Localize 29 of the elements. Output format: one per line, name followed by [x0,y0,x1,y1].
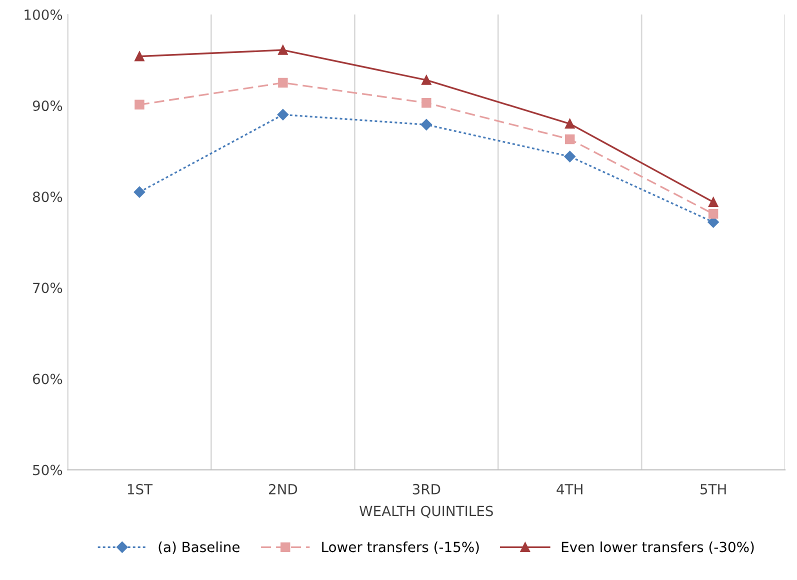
point [278,78,288,88]
y-tick-label: 70% [33,282,62,294]
point [134,100,144,110]
y-tick-label: 80% [32,192,62,202]
legend-label: Lower transfers (-15%) [322,541,479,554]
x-tick-label: 5TH [700,484,726,494]
point [708,197,718,207]
point [564,118,575,129]
x-tick-label: 4TH [556,484,582,494]
y-tick-label: 90% [32,100,62,112]
x-tick-label: 3RD [412,484,440,494]
point [278,45,288,55]
y-tick-label: 100% [24,9,62,20]
point [277,109,289,120]
x-tick-label: 2ND [268,484,298,494]
x-axis-title: WEALTH QUINTILES [360,506,493,518]
legend-label: (a) Baseline [158,541,240,554]
point [422,98,432,108]
point [420,119,432,130]
point [564,134,575,144]
x-tick-label: 1ST [128,484,153,494]
point [134,52,144,62]
point [422,75,432,85]
point [134,186,146,198]
point [564,150,576,162]
point [708,209,718,219]
y-tick-label: 50% [33,464,62,476]
legend-label: Even lower transfers (-30%) [562,541,754,554]
y-tick-label: 60% [32,374,62,384]
